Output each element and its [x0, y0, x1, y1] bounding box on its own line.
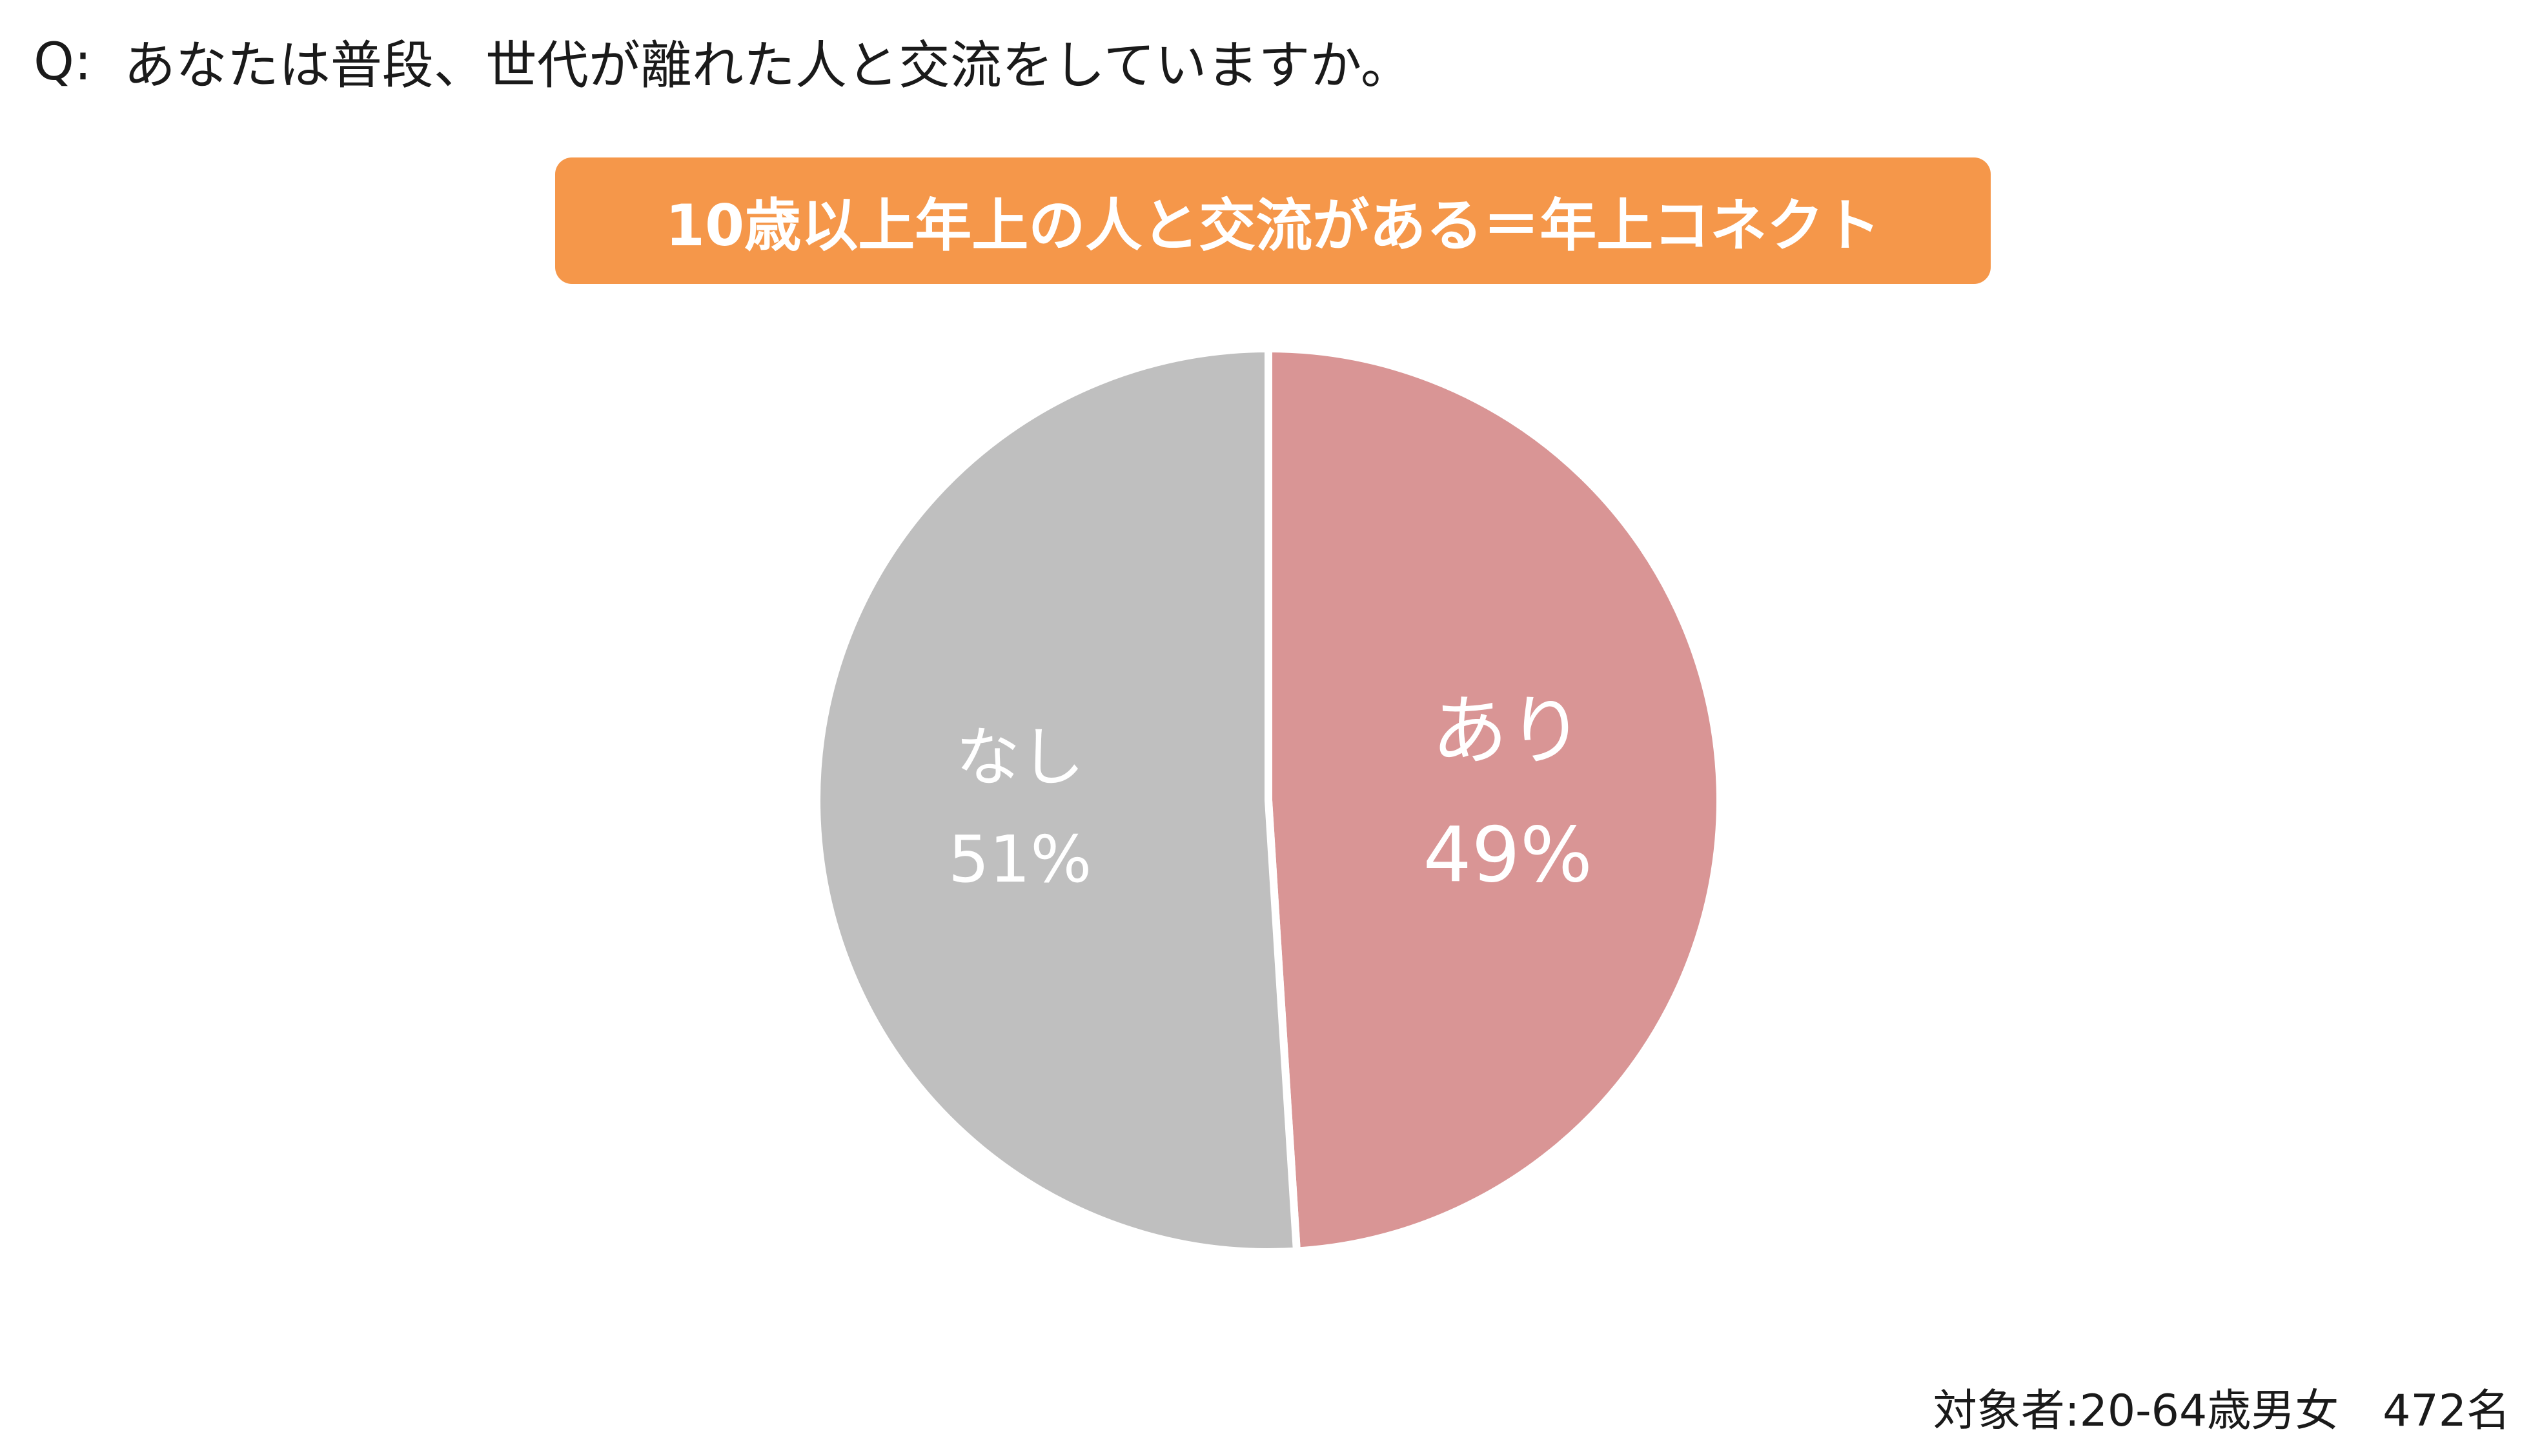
question-text: あなたは普段、世代が離れた人と交流をしていますか。	[123, 35, 1412, 96]
pie-slice-yes	[1265, 345, 1725, 1255]
pie-slice-no	[813, 345, 1301, 1256]
slice-value-yes: 49%	[1423, 811, 1592, 900]
sample-note: 対象者:20-64歳男女 472名	[1933, 1386, 2510, 1437]
question-heading: Q: あなたは普段、世代が離れた人と交流をしていますか。	[34, 19, 1412, 103]
chart-title: 10歳以上年上の人と交流がある＝年上コネクト	[665, 192, 1881, 259]
question-prefix: Q:	[34, 31, 92, 92]
slice-value-no: 51%	[948, 822, 1092, 897]
chart-title-banner: 10歳以上年上の人と交流がある＝年上コネクト	[555, 157, 1991, 284]
slice-label-no: なし	[955, 720, 1084, 795]
slice-label-yes: あり	[1432, 687, 1584, 776]
